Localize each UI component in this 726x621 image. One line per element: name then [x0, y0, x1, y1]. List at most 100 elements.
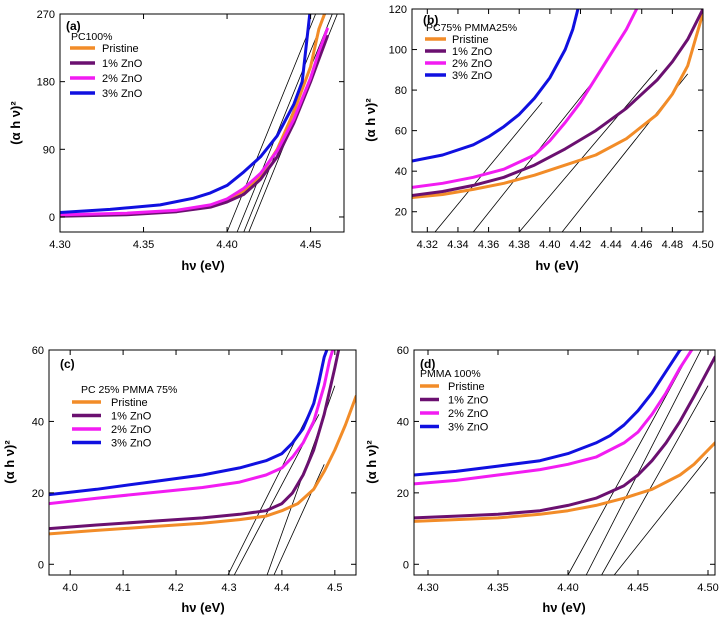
tangent-line-2 [585, 350, 702, 575]
legend-entry-label: Pristine [452, 34, 489, 46]
legend-entry-label: 3% ZnO [452, 70, 493, 82]
x-axis-title: hν (eV) [542, 600, 585, 615]
x-tick-label: 4.50 [697, 582, 718, 594]
x-tick-label: 4.0 [63, 582, 78, 594]
x-tick-label: 4.40 [539, 239, 560, 251]
tangent-line-3 [601, 385, 709, 575]
series-line-1-zno [414, 355, 715, 520]
chart-panel-a: 4.30 4.35 4.40 4.45 0 90 180 270 hν (eV) (α h ν)²… [8, 9, 345, 273]
legend-entry-label: 1% ZnO [452, 46, 493, 58]
y-tick-label: 80 [395, 85, 407, 97]
legend-entry-label: 1% ZnO [448, 395, 489, 407]
legend-title: PMMA 100% [420, 368, 481, 380]
chart-panel-b: 4.32 4.34 4.36 4.38 4.40 4.42 4.44 4.46 4.48 4.50… [363, 4, 714, 273]
panel-label: (c) [60, 357, 75, 371]
x-tick-label: 4.3 [221, 582, 236, 594]
x-tick-label: 4.2 [168, 582, 183, 594]
series-line-2-zno [60, 27, 329, 217]
x-tick-label: 4.34 [447, 239, 468, 251]
y-tick-label: 40 [397, 416, 409, 428]
x-tick-label: 4.38 [508, 239, 529, 251]
y-tick-label: 90 [43, 144, 55, 156]
plot-frame [413, 349, 716, 576]
chart-panel-c: 4.0 4.1 4.2 4.3 4.4 4.5 0 20 40 60 hν (eV) (α h ν)²… [2, 345, 357, 615]
x-tick-label: 4.40 [557, 582, 578, 594]
y-tick-label: 270 [37, 9, 55, 21]
tangent-line-4 [613, 456, 709, 575]
x-tick-label: 4.36 [478, 239, 499, 251]
series-line-pristine [49, 394, 356, 536]
x-tick-label: 4.1 [115, 582, 130, 594]
legend-entry-label: 2% ZnO [452, 58, 493, 70]
legend-title: PC75% PMMA25% [426, 22, 517, 34]
x-tick-label: 4.5 [327, 582, 342, 594]
tangent-line-2 [236, 14, 326, 232]
y-tick-label: 20 [395, 207, 407, 219]
x-tick-label: 4.4 [274, 582, 289, 594]
plot-frame [411, 8, 704, 233]
y-tick-label: 0 [49, 212, 55, 224]
series-line-2-zno [412, 9, 639, 189]
legend-entry-label: 2% ZnO [102, 73, 143, 85]
y-tick-label: 60 [395, 126, 407, 138]
series-line-pristine [414, 441, 715, 523]
y-axis-title: (α h ν)² [363, 98, 378, 142]
y-tick-label: 40 [32, 416, 44, 428]
series-line-2-zno [414, 350, 694, 486]
y-tick-label: 180 [37, 77, 55, 89]
plot-frame [48, 349, 357, 576]
y-tick-label: 0 [403, 559, 409, 571]
tangent-line-1 [434, 101, 543, 232]
x-tick-label: 4.35 [487, 582, 508, 594]
x-tick-label: 4.35 [133, 239, 154, 251]
tangent-line-3 [518, 69, 658, 232]
chart-panel-d: 4.30 4.35 4.40 4.45 4.50 0 20 40 60 hν (eV) (α h ν… [364, 345, 719, 615]
series-line-2-zno [49, 350, 335, 506]
y-tick-label: 120 [389, 4, 407, 16]
legend-entry-label: Pristine [448, 381, 485, 393]
y-axis-title: (α h ν)² [364, 440, 379, 484]
x-tick-label: 4.48 [662, 239, 683, 251]
series-line-3-zno [412, 9, 580, 163]
y-tick-label: 60 [32, 345, 44, 357]
panel-label: (b) [423, 13, 438, 27]
x-tick-label: 4.32 [417, 239, 438, 251]
y-tick-label: 20 [32, 488, 44, 500]
x-tick-label: 4.30 [417, 582, 438, 594]
series-curves [412, 9, 703, 199]
x-axis-title: hν (eV) [535, 258, 578, 273]
x-axis-title: hν (eV) [181, 600, 224, 615]
panel-label: (a) [66, 19, 81, 33]
plot-frame [59, 13, 345, 233]
legend-entry-label: Pristine [111, 397, 148, 409]
x-tick-label: 4.50 [692, 239, 713, 251]
series-line-3-zno [60, 14, 312, 214]
x-axis-title: hν (eV) [181, 258, 224, 273]
legend-entry-label: 2% ZnO [111, 424, 152, 436]
y-tick-label: 0 [38, 559, 44, 571]
series-line-pristine [412, 11, 703, 199]
y-axis-title: (α h ν)² [2, 440, 17, 484]
legend-entry-label: 3% ZnO [102, 88, 143, 100]
series-line-1-zno [412, 9, 703, 197]
legend-entry-label: 1% ZnO [102, 58, 143, 70]
tangent-line-1 [226, 14, 316, 232]
y-tick-label: 100 [389, 45, 407, 57]
y-tick-label: 20 [397, 488, 409, 500]
legend-title: PC100% [71, 31, 112, 43]
legend-entry-label: 3% ZnO [111, 438, 152, 450]
series-curves [414, 350, 715, 523]
series-line-3-zno [414, 350, 684, 477]
series-curves [60, 14, 329, 218]
y-axis-title: (α h ν)² [8, 101, 23, 145]
legend-entry-label: 1% ZnO [111, 411, 152, 423]
series-line-3-zno [49, 350, 329, 497]
x-tick-label: 4.30 [49, 239, 70, 251]
legend-title: PC 25% PMMA 75% [81, 384, 177, 396]
x-tick-label: 4.40 [216, 239, 237, 251]
legend-entry-label: 2% ZnO [448, 408, 489, 420]
